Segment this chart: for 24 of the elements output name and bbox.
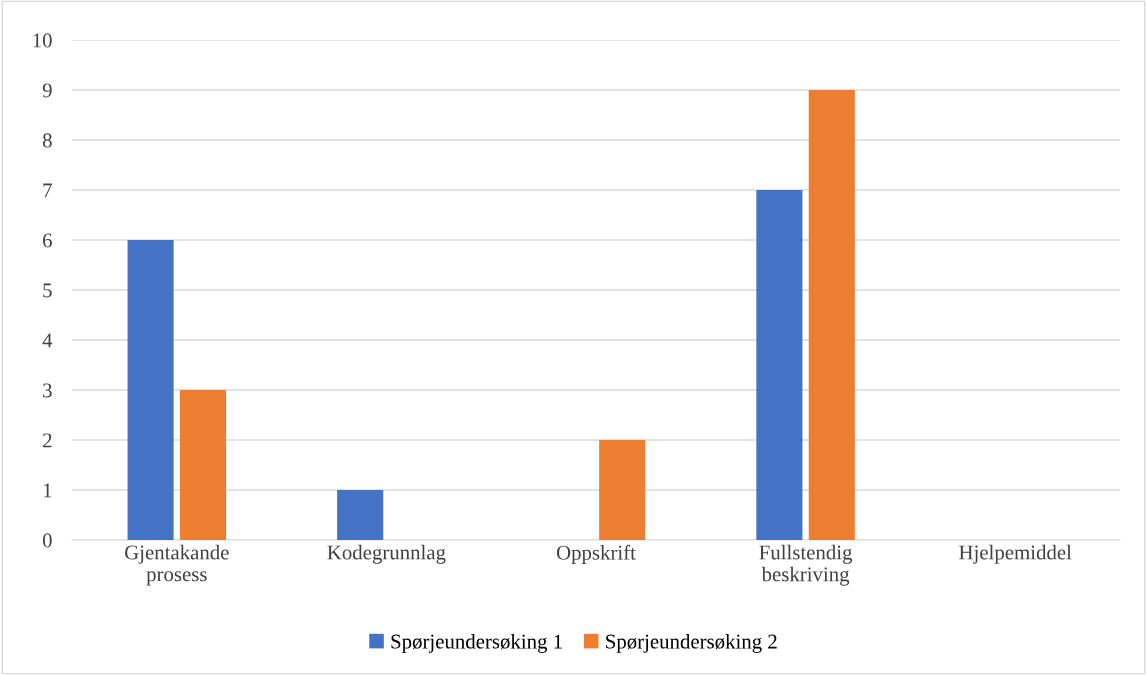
legend-label: Spørjeundersøking 1 [391,633,562,653]
bar [599,440,646,540]
y-tick-label: 0 [42,533,52,548]
y-tick-label: 6 [43,233,52,248]
y-tick-label: 8 [42,133,52,148]
y-tick-label: 3 [43,383,52,398]
y-tick-label: 5 [43,283,52,298]
x-tick-label: Gjentakande prosess [125,544,229,586]
y-tick-label: 1 [43,483,52,498]
bar [179,390,227,540]
bar [127,240,174,540]
y-tick-label: 4 [42,333,53,348]
y-tick-label: 7 [43,183,52,198]
legend-label: Spørjeundersøking 2 [606,633,777,653]
y-tick-label: 9 [42,83,52,98]
x-tick-label: Hjelpemiddel [959,544,1072,564]
y-tick-label: 2 [43,433,52,448]
bar [337,490,384,540]
x-tick-label: Kodegrunnlag [327,544,446,564]
bar [808,90,855,540]
y-tick-label: 10 [33,33,52,48]
x-tick-label: Oppskrift [556,544,636,564]
bar [756,190,803,540]
x-tick-label: Fullstendig beskriving [759,544,853,586]
